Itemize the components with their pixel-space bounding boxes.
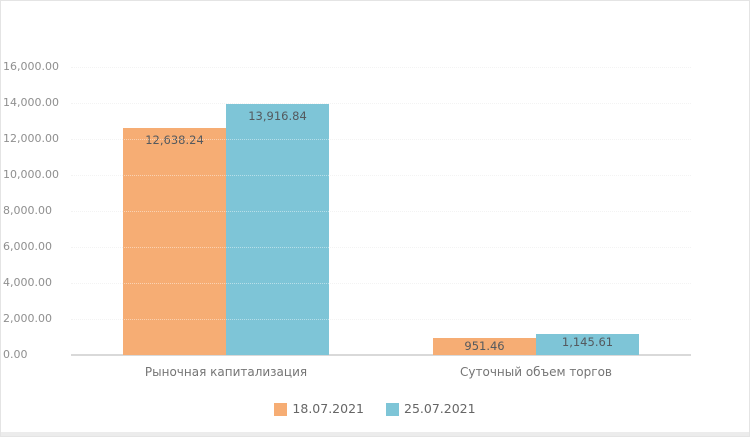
bar-value-label: 12,638.24 (145, 132, 204, 147)
legend-label: 25.07.2021 (404, 401, 476, 416)
gridline (71, 319, 691, 320)
y-axis-tick-label: 4,000.00 (3, 276, 52, 289)
gridline (71, 103, 691, 104)
chart-legend: 18.07.2021 25.07.2021 (1, 402, 749, 416)
bar-value-label: 13,916.84 (248, 109, 307, 124)
y-axis-tick-label: 16,000.00 (3, 60, 59, 73)
legend-label: 18.07.2021 (292, 401, 364, 416)
bar-value-label: 1,145.61 (561, 335, 614, 350)
bar-value-label: 951.46 (464, 338, 505, 353)
y-axis-tick-label: 0.00 (3, 348, 28, 361)
y-axis-tick-label: 14,000.00 (3, 96, 59, 109)
gridline-overlay (71, 139, 691, 140)
y-axis-tick-label: 10,000.00 (3, 168, 59, 181)
legend-item-25.07.2021[interactable]: 25.07.2021 (386, 402, 476, 416)
gridline-overlay (71, 319, 691, 320)
bar-18.07.2021-Суточный объем торгов[interactable]: 951.46 (433, 337, 536, 355)
card-bottom-edge (1, 432, 749, 436)
gridline (71, 175, 691, 176)
legend-swatch (274, 402, 288, 416)
gridline (71, 67, 691, 68)
y-axis-tick-label: 2,000.00 (3, 312, 52, 325)
x-axis-category-label: Суточный объем торгов (460, 365, 612, 379)
gridline (71, 283, 691, 284)
y-axis-tick-label: 8,000.00 (3, 204, 52, 217)
gridline-overlay (71, 175, 691, 176)
bar-25.07.2021-Суточный объем торгов[interactable]: 1,145.61 (536, 334, 639, 355)
legend-swatch (386, 402, 399, 416)
y-axis-tick-label: 12,000.00 (3, 132, 59, 145)
x-axis-line (71, 354, 691, 356)
gridline-overlay (71, 67, 691, 68)
bar-18.07.2021-Рыночная капитализация[interactable]: 12,638.24 (123, 127, 226, 355)
x-axis-category-label: Рыночная капитализация (144, 365, 308, 379)
gridline (71, 139, 691, 140)
legend-item-18.07.2021[interactable]: 18.07.2021 (274, 402, 364, 416)
gridline-overlay (71, 211, 691, 212)
gridline-overlay (71, 283, 691, 284)
bar-25.07.2021-Рыночная капитализация[interactable]: 13,916.84 (226, 104, 329, 355)
y-axis-tick-label: 6,000.00 (3, 240, 52, 253)
gridline (71, 211, 691, 212)
gridline-overlay (71, 103, 691, 104)
gridline (71, 247, 691, 248)
gridline-overlay (71, 247, 691, 248)
